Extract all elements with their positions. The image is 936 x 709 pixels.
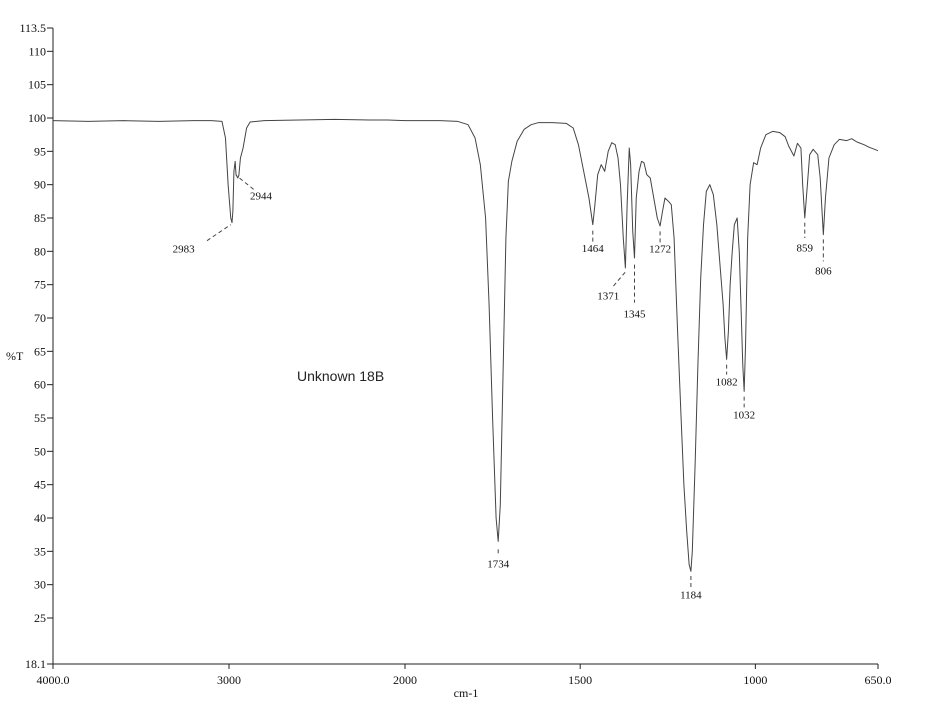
peak-label: 1032 — [733, 410, 755, 422]
peak-label: 806 — [815, 266, 832, 278]
peak-labels: 2983 2944 1734 1464 1371 1345 1272 1184 1082 1032… — [173, 174, 832, 602]
y-axis-label: %T — [6, 349, 24, 363]
y-tick-label: 45 — [34, 478, 46, 492]
y-tick-label: 55 — [34, 411, 46, 425]
x-axis-label: cm-1 — [454, 686, 479, 700]
x-tick-label: 1000 — [743, 673, 767, 687]
y-axis-ticks: 113.5 110 105 100 95 90 85 80 75 70 65 60 55 50 45 40 35… — [19, 21, 53, 671]
y-tick-label: 75 — [34, 278, 46, 292]
y-tick-label: 85 — [34, 211, 46, 225]
y-tick-label: 90 — [34, 178, 46, 192]
peak-label: 1345 — [623, 308, 646, 320]
y-tick-label: 113.5 — [19, 21, 46, 35]
peak-label: 1272 — [649, 244, 671, 256]
axes — [52, 28, 878, 665]
y-tick-label: 18.1 — [25, 657, 46, 671]
peak-label: 2983 — [173, 244, 196, 256]
y-tick-label: 50 — [34, 444, 46, 458]
y-tick-label: 60 — [34, 378, 46, 392]
spectrum-series — [52, 118, 879, 572]
x-tick-label: 650.0 — [865, 673, 892, 687]
x-tick-label: 3000 — [217, 673, 241, 687]
spectrum-line — [52, 118, 879, 572]
x-axis-ticks: 4000.0 3000 2000 1500 1000 650.0 — [37, 664, 892, 687]
y-tick-label: 100 — [28, 111, 46, 125]
x-tick-label: 2000 — [393, 673, 417, 687]
y-tick-label: 105 — [28, 78, 46, 92]
y-tick-label: 80 — [34, 244, 46, 258]
y-tick-label: 25 — [34, 611, 46, 625]
peak-leader-line — [235, 174, 254, 190]
y-tick-label: 110 — [28, 44, 46, 58]
y-tick-label: 35 — [34, 544, 46, 558]
peak-label: 1371 — [597, 290, 619, 302]
peak-leader-line — [613, 271, 626, 287]
peak-label: 859 — [797, 242, 814, 254]
y-tick-label: 70 — [34, 311, 46, 325]
sample-annotation: Unknown 18B — [297, 368, 384, 384]
x-tick-label: 1500 — [568, 673, 592, 687]
peak-label: 1464 — [582, 243, 605, 255]
x-tick-label: 4000.0 — [37, 673, 70, 687]
peak-label: 1734 — [487, 558, 510, 570]
y-tick-label: 95 — [34, 144, 46, 158]
y-tick-label: 65 — [34, 344, 46, 358]
peak-label: 2944 — [250, 190, 273, 202]
y-tick-label: 30 — [34, 578, 46, 592]
peak-label: 1184 — [680, 590, 702, 602]
y-tick-label: 40 — [34, 511, 46, 525]
peak-label: 1082 — [716, 376, 738, 388]
peak-leader-line — [206, 224, 232, 242]
